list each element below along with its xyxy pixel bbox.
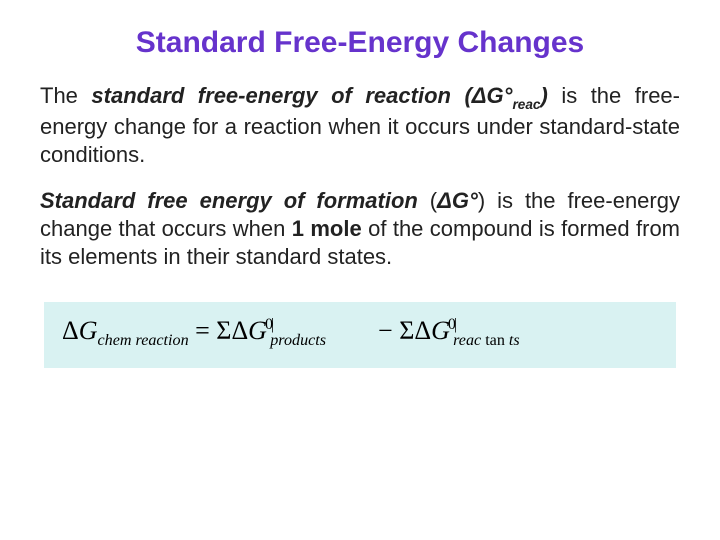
p2-mole: 1 mole [292,216,362,241]
paragraph-2: Standard free energy of formation (ΔG°) … [40,187,680,271]
eq-g-1: G [79,316,98,345]
eq-sup-1: 0| [265,316,272,333]
p1-lead: The [40,83,91,108]
eq-sup-2: 0| [448,316,455,333]
paragraph-1: The standard free-energy of reaction (ΔG… [40,82,680,169]
eq-rhs2-ts: ts [509,332,520,349]
eq-rhs1-sub: products [270,332,326,349]
p2-symbol: ΔG° [437,188,478,213]
eq-sigma-2: Σ [399,316,414,345]
slide: Standard Free-Energy Changes The standar… [0,0,720,540]
page-title: Standard Free-Energy Changes [40,26,680,60]
equation-box: ΔGchem reaction = ΣΔG0|products − ΣΔG0|r… [44,302,676,368]
eq-delta-2: Δ [231,316,248,345]
eq-rhs2-tan: tan [485,332,505,349]
eq-delta-3: Δ [414,316,431,345]
p1-term: standard free-energy of reaction (ΔG°rea… [91,83,547,108]
p2-paren-open: ( [418,188,437,213]
p2-paren-close: ) [478,188,497,213]
eq-delta-1: Δ [62,316,79,345]
eq-rhs2-a: reac [453,332,481,349]
eq-rhs2-sub: reac tan ts [453,332,520,349]
eq-sigma-1: Σ [216,316,231,345]
p2-term: Standard free energy of formation [40,188,418,213]
eq-minus: − [378,316,393,345]
p1-term-close: ) [541,83,548,108]
p1-term-text: standard free-energy of reaction (ΔG° [91,83,512,108]
eq-equals: = [195,316,210,345]
eq-lhs-sub: chem reaction [98,332,189,349]
p1-term-sub: reac [512,97,540,112]
